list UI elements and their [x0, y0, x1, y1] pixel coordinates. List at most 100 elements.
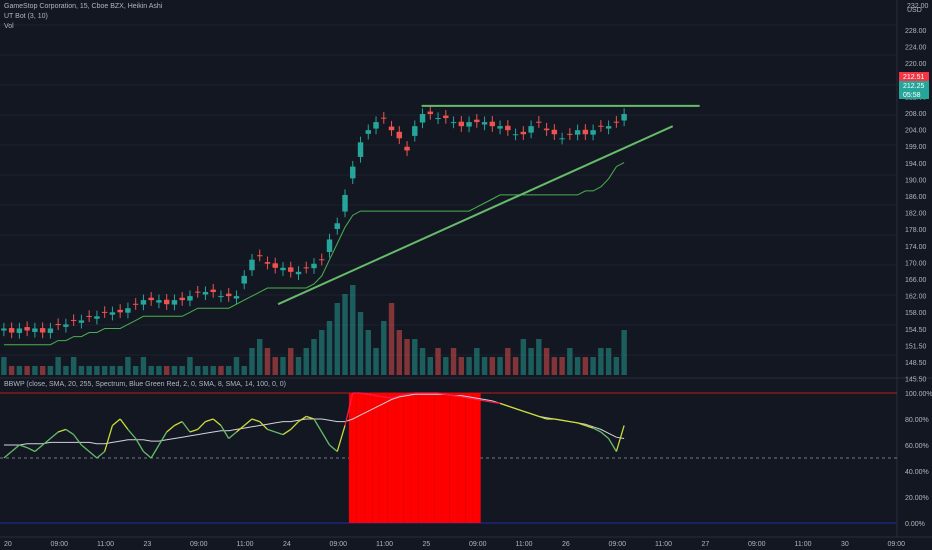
- price-tick-label: 224.00: [905, 45, 927, 52]
- candle-body: [163, 299, 170, 305]
- bbwp-line-segment: [530, 413, 540, 418]
- price-tick-label: 220.00: [905, 61, 927, 68]
- volume-bar: [24, 366, 30, 375]
- price-tick-label: 228.00: [905, 28, 927, 35]
- price-tick-label: 174.00: [905, 244, 927, 251]
- candle-body: [233, 296, 240, 299]
- candle-body: [288, 267, 294, 272]
- bbwp-line-segment: [42, 438, 51, 446]
- candle-body: [179, 297, 185, 301]
- bbwp-line-segment: [445, 393, 454, 397]
- candle-body: [101, 311, 108, 313]
- volume-bar: [512, 357, 519, 375]
- bbwp-extreme-column: [379, 393, 388, 523]
- bbwp-line-segment: [65, 428, 75, 436]
- price-tick-label: 186.00: [905, 194, 927, 201]
- bbwp-line-segment: [499, 402, 509, 407]
- bbwp-line-segment: [492, 401, 501, 405]
- bbwp-tick-label: 40.00%: [905, 469, 929, 476]
- bbwp-line-segment: [336, 425, 346, 452]
- price-tick-label: 190.00: [905, 177, 927, 184]
- price-badge-text: 212.25: [903, 83, 925, 90]
- bbwp-line-segment: [507, 405, 516, 410]
- candle-body: [280, 267, 286, 271]
- volume-bar: [148, 366, 154, 375]
- bbwp-line-segment: [375, 394, 384, 398]
- bbwp-line-segment: [468, 397, 477, 401]
- bbwp-line-segment: [112, 418, 121, 426]
- bbwp-line-segment: [236, 425, 245, 433]
- candle-body: [24, 327, 30, 331]
- bbwp-line-segment: [181, 421, 191, 433]
- time-tick-label: 11:00: [795, 541, 812, 548]
- candle-body: [412, 126, 418, 136]
- bbwp-line-segment: [197, 421, 206, 430]
- volume-bar: [605, 348, 612, 375]
- volume-bar: [218, 366, 224, 375]
- candle-body: [1, 328, 7, 331]
- volume-bar: [109, 366, 116, 375]
- volume-bar: [388, 303, 395, 375]
- volume-bar: [39, 366, 46, 375]
- bbwp-line-segment: [515, 407, 524, 412]
- volume-bar: [249, 348, 255, 375]
- time-tick-label: 24: [283, 541, 291, 548]
- volume-bar: [179, 366, 185, 375]
- time-tick-label: 09:00: [609, 541, 627, 548]
- candle-body: [295, 271, 302, 275]
- candle-body: [435, 118, 441, 120]
- volume-bar: [458, 357, 465, 375]
- price-tick-label: 208.00: [905, 111, 927, 118]
- volume-bar: [163, 366, 170, 375]
- volume-bar: [551, 357, 558, 375]
- bbwp-line-segment: [523, 410, 532, 415]
- bbwp-line-segment: [143, 451, 152, 459]
- candle-body: [559, 138, 565, 140]
- bbwp-line-segment: [453, 394, 462, 398]
- symbol-legend[interactable]: GameStop Corporation, 15, Cboe BZX, Heik…: [4, 3, 163, 10]
- price-tick-label: 170.00: [905, 260, 927, 267]
- volume-bar: [326, 321, 333, 375]
- volume-bar: [536, 339, 542, 375]
- volume-bar: [187, 357, 193, 375]
- volume-legend[interactable]: Vol: [4, 23, 14, 30]
- bbwp-line-segment: [34, 444, 44, 452]
- candle-body: [210, 289, 216, 293]
- volume-bar: [70, 357, 77, 375]
- candle-body: [86, 315, 92, 317]
- time-tick-label: 09:00: [190, 541, 208, 548]
- ut-bot-legend[interactable]: UT Bot (3, 10): [4, 13, 48, 20]
- time-tick-label: 30: [841, 541, 849, 548]
- candle-body: [598, 125, 604, 127]
- price-axis-top-label: 232.00: [907, 3, 929, 10]
- candle-body: [326, 239, 333, 252]
- time-tick-label: 25: [423, 541, 431, 548]
- bbwp-line-segment: [212, 418, 222, 426]
- candle-body: [342, 194, 348, 212]
- bbwp-line-segment: [49, 431, 59, 439]
- candle-body: [613, 121, 620, 123]
- volume-bar: [520, 339, 527, 375]
- bbwp-tick-label: 60.00%: [905, 443, 929, 450]
- volume-bar: [194, 366, 201, 375]
- bbwp-line-segment: [189, 428, 198, 433]
- time-tick-label: 09:00: [330, 541, 348, 548]
- bbwp-extreme-column: [410, 393, 419, 523]
- volume-bar: [210, 366, 216, 375]
- bbwp-tick-label: 20.00%: [905, 495, 929, 502]
- bbwp-line-segment: [313, 418, 323, 433]
- bbwp-line-segment: [461, 396, 470, 399]
- candle-body: [187, 296, 193, 301]
- bbwp-legend[interactable]: BBWP (close, SMA, 20, 255, Spectrum, Blu…: [4, 381, 286, 388]
- time-tick-label: 23: [144, 541, 152, 548]
- bbwp-tick-label: 0.00%: [905, 521, 925, 528]
- bbwp-line-segment: [88, 451, 98, 459]
- price-badge: [899, 72, 929, 81]
- bbwp-extreme-column: [387, 393, 396, 523]
- price-tick-label: 166.00: [905, 277, 927, 284]
- volume-bar: [427, 357, 434, 375]
- bbwp-line-segment: [554, 418, 563, 421]
- bbwp-line-segment: [80, 444, 90, 452]
- volume-bar: [574, 357, 581, 375]
